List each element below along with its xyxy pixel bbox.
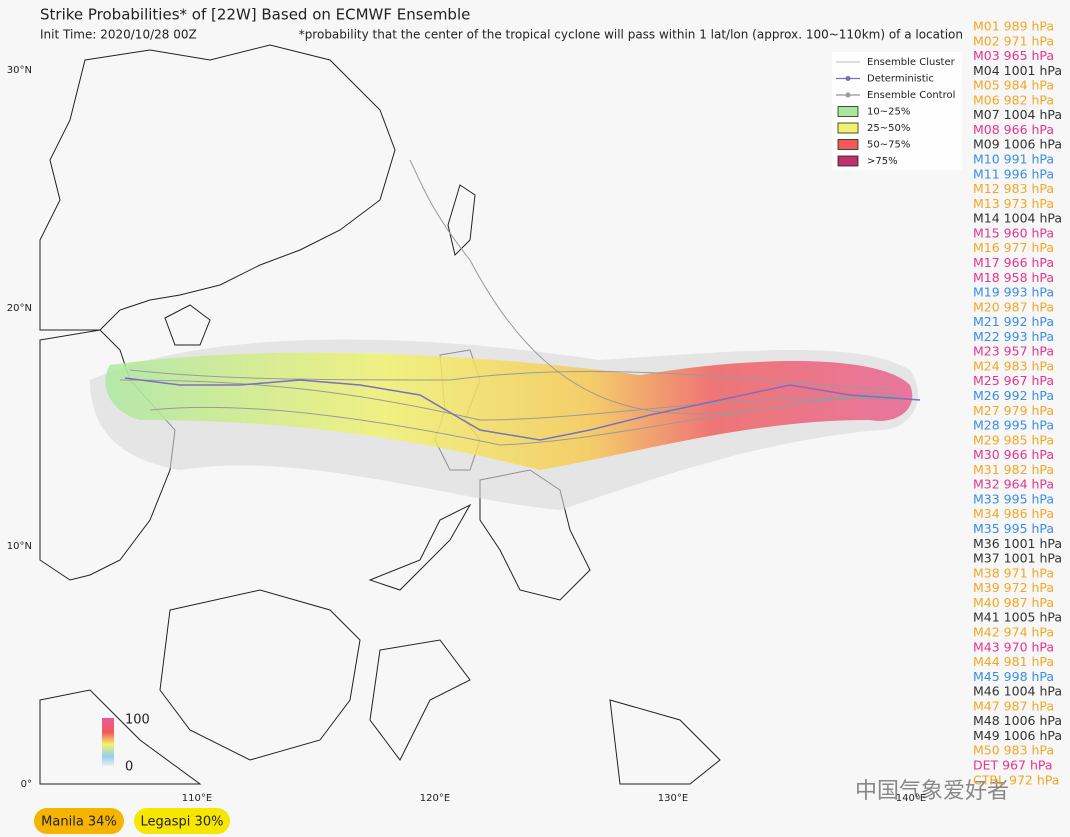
member-label: M08 966 hPa [973,122,1054,137]
legend-label: Ensemble Control [867,90,955,101]
legend-label: >75% [867,156,898,167]
member-label: M34 986 hPa [973,506,1054,521]
member-label: M30 966 hPa [973,447,1054,462]
legend-dot [845,76,851,81]
member-label: M06 982 hPa [973,92,1054,107]
legend-dot [845,92,851,98]
member-label: M35 995 hPa [973,521,1054,536]
new-guinea [609,699,721,785]
member-label: M48 1006 hPa [973,713,1062,728]
colorbar [102,718,114,766]
member-label: M12 983 hPa [973,181,1054,196]
member-label: M29 985 hPa [973,432,1054,447]
member-label: M24 983 hPa [973,358,1054,373]
probability-swath [105,352,913,470]
legend-label: 10~25% [867,107,910,118]
borneo [159,589,361,761]
lat-label: 0° [21,779,32,790]
member-label: M43 970 hPa [973,639,1054,654]
member-label: M28 995 hPa [973,418,1054,433]
member-label: M04 1001 hPa [973,63,1062,78]
badge [134,808,230,834]
member-label: M39 972 hPa [973,580,1054,595]
member-label: M10 991 hPa [973,152,1054,167]
member-label: M38 971 hPa [973,565,1054,580]
lat-label: 20°N [7,303,32,314]
member-label: M27 979 hPa [973,403,1054,418]
member-label: M07 1004 hPa [973,107,1062,122]
legend-swatch [837,106,859,117]
lon-label: 110°E [182,793,212,804]
init-time: Init Time: 2020/10/28 00Z [40,28,197,42]
member-label: M09 1006 hPa [973,137,1062,152]
china-coast [39,44,396,331]
sulawesi [369,639,471,761]
badge-label: Legaspi 30% [141,815,224,830]
member-label: M42 974 hPa [973,624,1054,639]
member-label: M13 973 hPa [973,196,1054,211]
member-label: M40 987 hPa [973,595,1054,610]
lon-label: 130°E [658,793,688,804]
legend-swatch [837,122,859,134]
palawan [368,503,472,591]
member-label: M17 966 hPa [973,255,1054,270]
member-label: DET 967 hPa [973,758,1053,773]
member-label: M45 998 hPa [973,669,1054,684]
member-label: M36 1001 hPa [973,536,1062,551]
member-label: M26 992 hPa [973,388,1054,403]
member-label: M31 982 hPa [973,462,1054,477]
legend-label: 50~75% [867,140,910,151]
member-label: M19 993 hPa [973,285,1054,300]
member-label: M23 957 hPa [973,344,1054,359]
deterministic-track [124,377,921,441]
badge [34,808,124,834]
member-label: M46 1004 hPa [973,684,1062,699]
member-label: M22 993 hPa [973,329,1054,344]
member-label: M15 960 hPa [973,225,1054,240]
lat-label: 10°N [7,541,32,552]
member-label: M11 996 hPa [973,166,1054,181]
member-label: M37 1001 hPa [973,551,1062,566]
member-label: M44 981 hPa [973,654,1054,669]
lat-label: 30°N [7,65,32,76]
member-label: M49 1006 hPa [973,728,1062,743]
member-label: M01 989 hPa [973,19,1054,34]
member-label: M14 1004 hPa [973,211,1062,226]
member-label: M32 964 hPa [973,477,1054,492]
member-label: M25 967 hPa [973,373,1054,388]
legend-swatch [837,139,859,150]
indochina [39,329,176,581]
member-label: M16 977 hPa [973,240,1054,255]
member-label: M03 965 hPa [973,48,1054,63]
hainan [164,304,211,346]
member-label: M05 984 hPa [973,78,1054,93]
member-label: M02 971 hPa [973,33,1054,48]
lon-label: 140°E [896,793,926,804]
title: Strike Probabilities* of [22W] Based on … [40,6,470,24]
legend-swatch [837,155,859,167]
watermark: 中国气象爱好者 [855,779,1009,804]
member-label: M50 983 hPa [973,743,1054,758]
member-label: M41 1005 hPa [973,610,1062,625]
colorbar-max: 100 [125,713,150,728]
legend-label: Ensemble Cluster [867,57,956,68]
note: *probability that the center of the trop… [299,28,963,42]
member-label: M33 995 hPa [973,491,1054,506]
member-label: M18 958 hPa [973,270,1054,285]
coastlines [39,44,721,785]
sumatra [39,689,202,785]
lon-label: 120°E [420,793,450,804]
member-label: M47 987 hPa [973,698,1054,713]
taiwan [447,184,476,256]
legend-label: 25~50% [867,123,910,134]
member-label: M20 987 hPa [973,299,1054,314]
member-label: M21 992 hPa [973,314,1054,329]
member-label: CTRL 972 hPa [973,772,1059,787]
legend-label: Deterministic [867,74,934,85]
badge-label: Manila 34% [41,815,117,830]
ensemble-tracks [119,159,901,446]
colorbar-min: 0 [125,760,133,775]
